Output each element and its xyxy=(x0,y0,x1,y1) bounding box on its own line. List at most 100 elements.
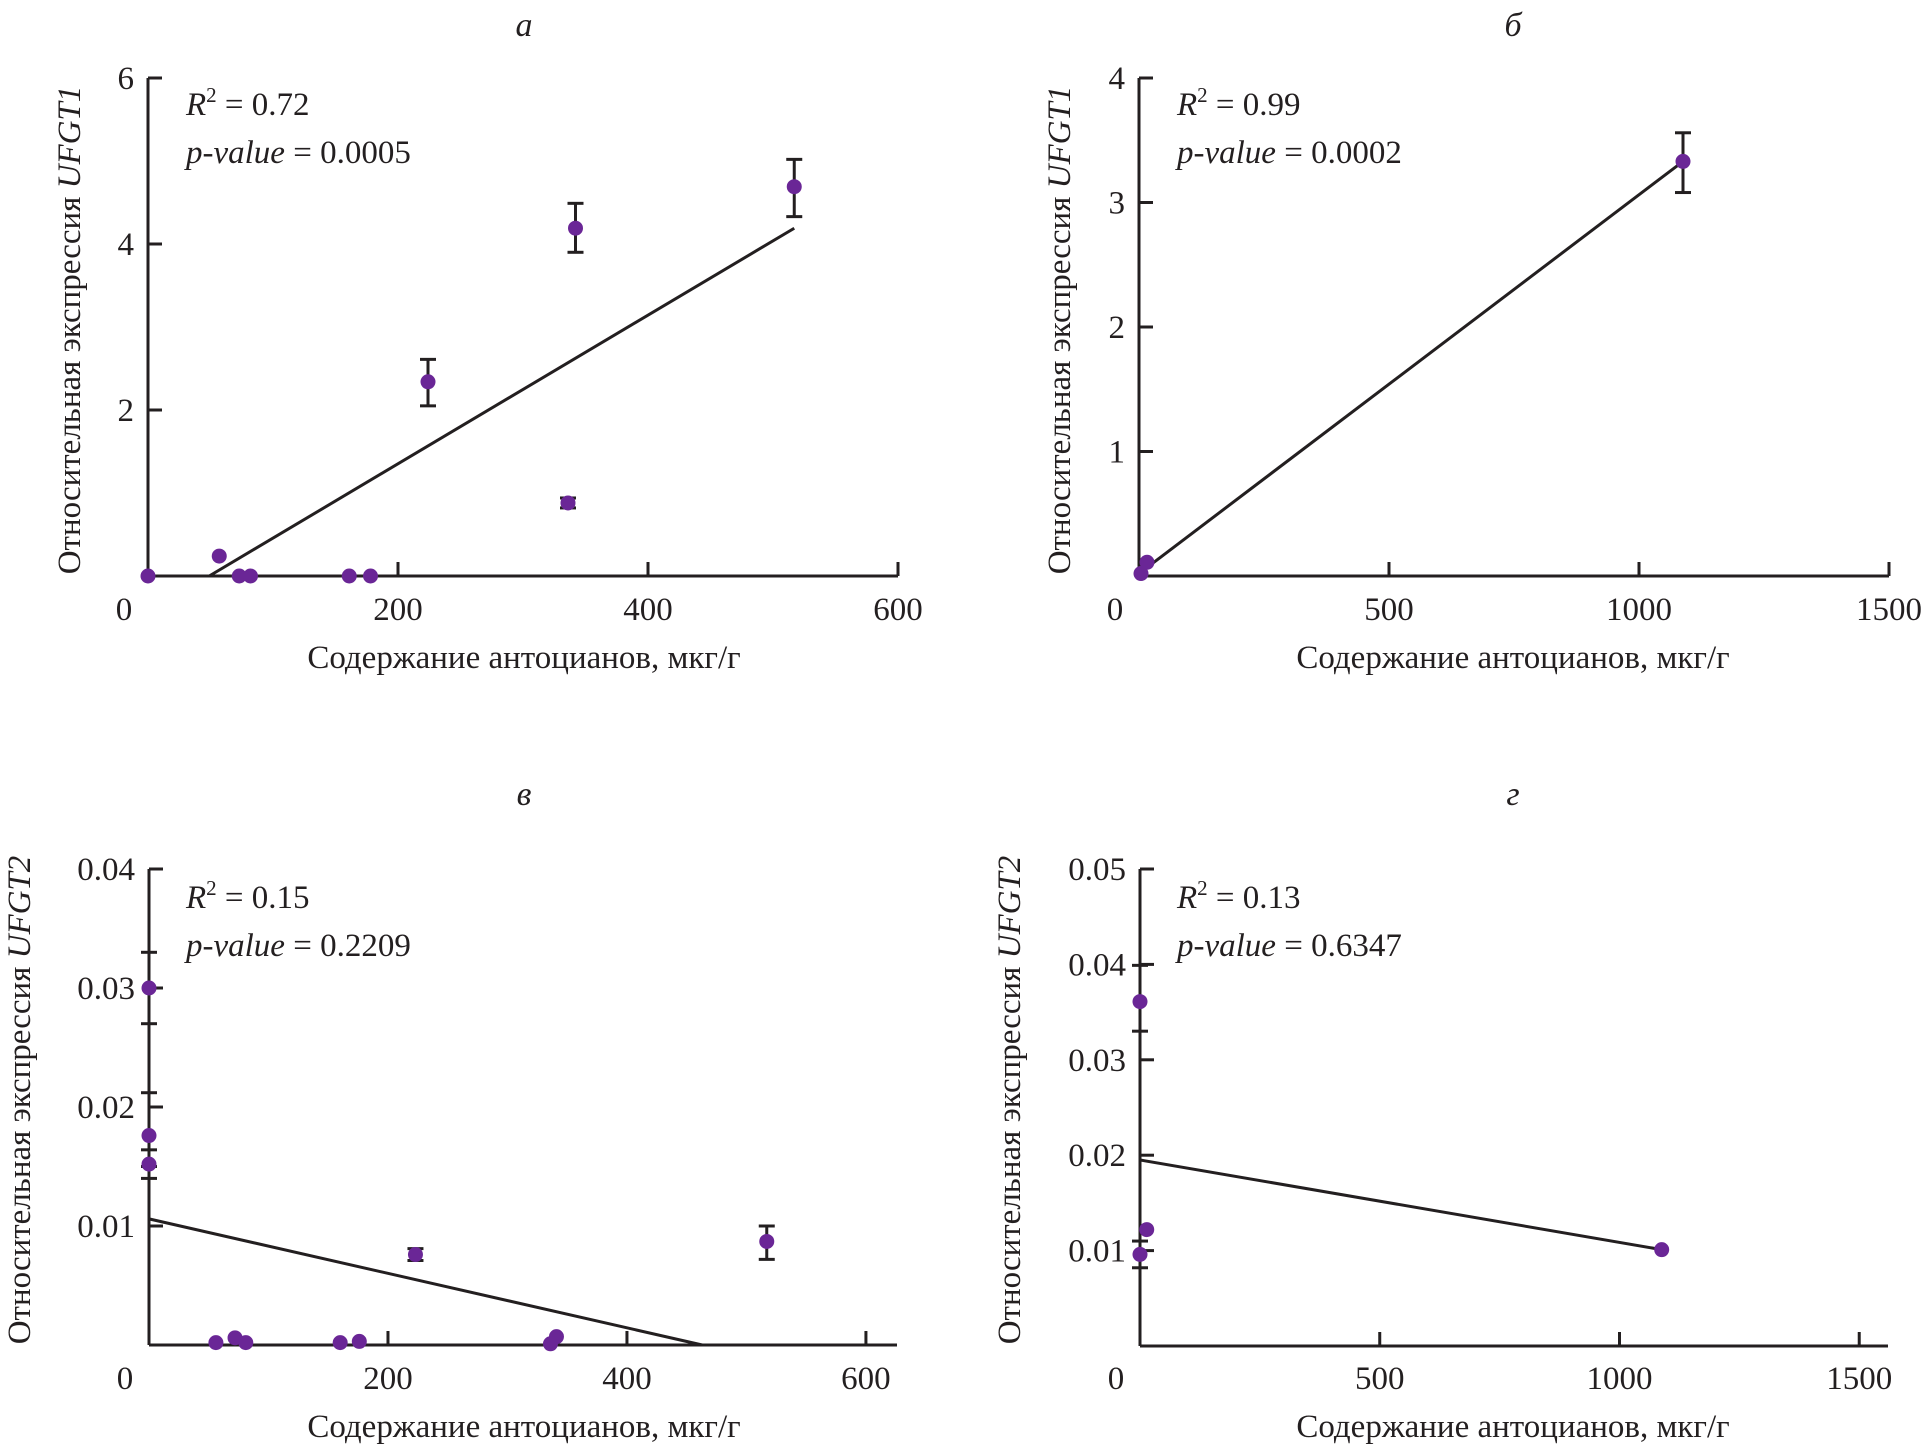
data-point xyxy=(211,548,227,564)
panel-a-r2-sup: 2 xyxy=(206,83,217,107)
panel-g-ylabel-gene: UFGT2 xyxy=(992,856,1028,959)
x-tick-label: 1500 xyxy=(1856,592,1922,628)
y-tick-label: 6 xyxy=(118,61,135,97)
panel-b-label: б xyxy=(1504,7,1523,44)
x-tick-label: 1000 xyxy=(1606,592,1672,628)
panel-g-r2-sup: 2 xyxy=(1197,876,1208,900)
x-tick-label: 400 xyxy=(623,592,673,628)
panel-v-p-label: p-value xyxy=(184,928,285,964)
panel-a-pvalue: p-value = 0.0005 xyxy=(184,135,411,171)
panel-a-ylabel-main: Относительная экспрессия xyxy=(52,188,88,574)
data-point xyxy=(208,1335,224,1351)
data-point xyxy=(351,1333,367,1349)
panel-b-ylabel-gene: UFGT1 xyxy=(1042,86,1078,189)
panel-g-label: г xyxy=(1506,776,1519,813)
x-tick-label: 1500 xyxy=(1826,1361,1892,1397)
panel-v-label: в xyxy=(517,776,532,813)
y-tick-label: 0.01 xyxy=(77,1209,135,1245)
y-tick-label: 0.02 xyxy=(1068,1138,1126,1174)
x-tick-label: 500 xyxy=(1364,592,1414,628)
data-point xyxy=(1132,994,1148,1010)
panel-b-r2-label: R xyxy=(1176,87,1197,123)
panel-b-pvalue: p-value = 0.0002 xyxy=(1175,135,1402,171)
x-tick-label: 500 xyxy=(1355,1361,1405,1397)
panel-a-r2: R2 = 0.72 xyxy=(185,83,310,123)
data-point xyxy=(141,1156,157,1172)
x-tick-label: 600 xyxy=(873,592,923,628)
y-tick-label: 4 xyxy=(118,227,135,263)
y-tick-label: 2 xyxy=(118,393,135,429)
regression-line xyxy=(1143,160,1684,571)
panel-g-ylabel-main: Относительная экспрессия xyxy=(992,958,1028,1344)
panel-v-pvalue: p-value = 0.2209 xyxy=(184,928,411,964)
data-point xyxy=(759,1233,775,1249)
y-tick-label: 0.02 xyxy=(77,1090,135,1126)
data-point xyxy=(420,374,436,390)
y-tick-label: 1 xyxy=(1109,435,1126,471)
data-point xyxy=(341,568,357,584)
panel-v-r2-sup: 2 xyxy=(206,876,217,900)
regression-line xyxy=(1139,1158,1662,1252)
data-point xyxy=(363,568,378,584)
x-tick-label: 200 xyxy=(373,592,423,628)
data-point xyxy=(1139,1222,1155,1238)
panel-g: г 0 500 1000 1500 0.01 0.02 0.03 0.04 0.05 Содер… xyxy=(992,776,1892,1445)
panel-v-ylabel-main: Относительная экспрессия xyxy=(2,958,38,1344)
y-tick-label: 0.01 xyxy=(1068,1234,1126,1270)
data-point xyxy=(560,495,576,511)
panel-b-p-value: = 0.0002 xyxy=(1276,135,1402,171)
panel-v-ylabel: Относительная экспрессия UFGT2 xyxy=(2,856,38,1345)
panel-b-p-label: p-value xyxy=(1175,135,1276,171)
panel-g-r2: R2 = 0.13 xyxy=(1176,876,1301,916)
panel-g-p-value: = 0.6347 xyxy=(1276,928,1402,964)
data-point xyxy=(141,1128,157,1144)
data-point xyxy=(568,220,583,236)
data-point xyxy=(238,1335,254,1351)
panel-b-r2: R2 = 0.99 xyxy=(1176,83,1301,123)
y-tick-label: 2 xyxy=(1109,310,1126,346)
x-tick-label: 0 xyxy=(116,592,133,628)
panel-v-p-value: = 0.2209 xyxy=(285,928,411,964)
panel-v-r2: R2 = 0.15 xyxy=(185,876,310,916)
x-tick-label: 0 xyxy=(1107,592,1124,628)
panel-a-p-label: p-value xyxy=(184,135,285,171)
regression-line xyxy=(208,226,796,578)
x-tick-label: 0 xyxy=(117,1361,134,1397)
panel-v-xlabel: Содержание антоцианов, мкг/г xyxy=(307,1409,740,1445)
regression-line xyxy=(148,1217,703,1347)
panel-b-r2-sup: 2 xyxy=(1197,83,1208,107)
data-point xyxy=(1133,566,1149,582)
panel-b-ylabel-main: Относительная экспрессия xyxy=(1042,188,1078,574)
panel-b-r2-value: = 0.99 xyxy=(1208,87,1301,123)
panel-a-xlabel: Содержание антоцианов, мкг/г xyxy=(307,640,740,676)
y-tick-label: 0.03 xyxy=(77,971,135,1007)
data-point xyxy=(548,1329,564,1345)
y-tick-label: 0.04 xyxy=(77,852,135,888)
panel-a-p-value: = 0.0005 xyxy=(285,135,411,171)
panel-g-xlabel: Содержание антоцианов, мкг/г xyxy=(1296,1409,1729,1445)
panel-a-r2-label: R xyxy=(185,87,206,123)
panel-a-axes: 0 200 400 600 2 4 6 xyxy=(116,61,923,628)
panel-v-r2-value: = 0.15 xyxy=(217,880,310,916)
panel-v: в 0 200 400 600 0.01 0.02 0.03 0.04 Содержание … xyxy=(2,776,897,1445)
panel-a: а 0 200 400 600 2 4 6 Содержание антоцианов, м… xyxy=(52,7,923,676)
data-point xyxy=(1139,554,1155,570)
panel-v-r2-label: R xyxy=(185,880,206,916)
panel-b-axes: 0 500 1000 1500 1 2 3 4 xyxy=(1107,61,1922,628)
panel-a-ylabel-gene: UFGT1 xyxy=(52,86,88,189)
data-point xyxy=(332,1335,348,1351)
data-point xyxy=(140,568,156,584)
data-point xyxy=(1654,1242,1670,1258)
y-tick-label: 0.05 xyxy=(1068,852,1126,888)
data-point xyxy=(243,568,258,584)
data-point xyxy=(231,568,247,584)
y-tick-label: 0.03 xyxy=(1068,1043,1126,1079)
y-tick-label: 3 xyxy=(1109,186,1126,222)
y-tick-label: 4 xyxy=(1109,61,1126,97)
panel-a-label: а xyxy=(516,7,533,44)
panel-b: б 0 500 1000 1500 1 2 3 4 Содержание антоцианов… xyxy=(1042,7,1922,676)
x-tick-label: 0 xyxy=(1108,1361,1125,1397)
panel-a-ylabel: Относительная экспрессия UFGT1 xyxy=(52,86,88,575)
x-tick-label: 200 xyxy=(363,1361,413,1397)
panel-g-ylabel: Относительная экспрессия UFGT2 xyxy=(992,856,1028,1345)
